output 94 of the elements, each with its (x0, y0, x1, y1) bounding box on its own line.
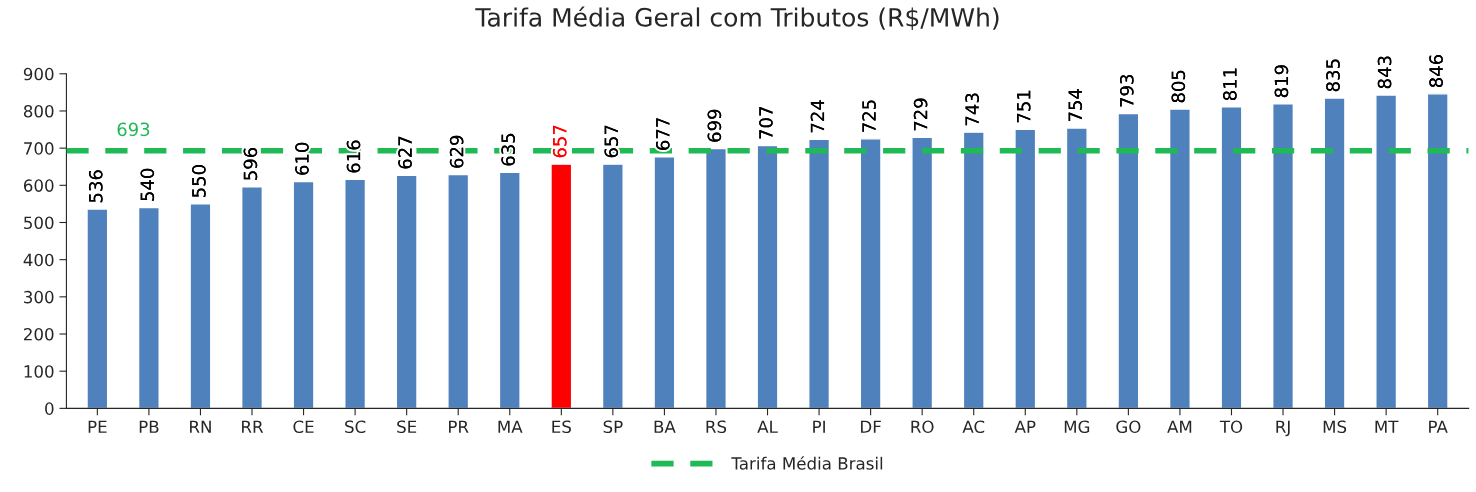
y-tick-label: 300 (24, 290, 54, 304)
bar (189, 203, 212, 409)
bar (498, 171, 521, 409)
data-label: 729 (913, 98, 928, 131)
bar (550, 163, 573, 409)
x-tick-label: PE (88, 420, 107, 433)
annotation: 693 (117, 122, 150, 137)
x-tick-label: RO (911, 420, 934, 434)
data-label: 540 (140, 168, 155, 201)
bar (911, 136, 934, 409)
x-tick-label: PR (449, 420, 469, 433)
y-tick-label: 400 (23, 253, 54, 267)
bar (395, 174, 418, 409)
bar (1323, 97, 1346, 409)
bar (241, 186, 264, 409)
x-tick-label: GO (1116, 420, 1141, 434)
x-tick-label: AP (1014, 420, 1036, 433)
x-tick-label: MS (1323, 420, 1347, 434)
y-tick-label: 500 (24, 216, 54, 230)
y-tick-label: 800 (23, 104, 54, 118)
x-tick-label: MT (1375, 420, 1399, 433)
x-tick-label: CE (293, 420, 314, 434)
bar (756, 144, 779, 409)
x-tick-label: RS (706, 420, 727, 434)
data-label: 819 (1274, 65, 1289, 98)
y-tick-label: 100 (24, 365, 54, 378)
data-label: 596 (243, 147, 258, 180)
bar (859, 138, 882, 409)
data-label: 629 (449, 135, 464, 168)
bar (704, 147, 727, 409)
data-label: 616 (346, 140, 361, 173)
x-tick-label: TO (1219, 420, 1243, 434)
bar (447, 173, 470, 409)
y-tick-label: 200 (24, 327, 54, 341)
x-tick-label: AC (962, 420, 985, 434)
data-label: 707 (759, 107, 773, 139)
data-label: 699 (707, 109, 722, 142)
bar (808, 138, 831, 409)
y-tick-label: 900 (23, 67, 54, 81)
bar (86, 208, 109, 409)
x-tick-label: MG (1064, 420, 1090, 434)
data-label: 805 (1171, 70, 1186, 103)
x-tick-label: PB (139, 420, 159, 433)
data-label: 754 (1068, 89, 1083, 122)
legend-label: Tarifa Média Brasil (731, 456, 883, 470)
y-tick-label: 700 (24, 142, 54, 155)
bar (1272, 103, 1295, 409)
data-label: 610 (295, 142, 309, 175)
x-tick-label: RJ (1276, 420, 1290, 437)
x-tick-label: PI (813, 420, 825, 433)
bar (1014, 128, 1037, 409)
bar (962, 131, 985, 409)
data-label: 743 (965, 93, 979, 126)
bar (344, 178, 367, 409)
bar (1117, 112, 1140, 409)
bar (1168, 108, 1191, 409)
bar (1220, 106, 1243, 409)
data-label: 677 (656, 118, 670, 150)
y-tick-label: 0 (45, 402, 54, 415)
x-tick-label: ES (552, 420, 571, 434)
x-tick-label: AM (1167, 420, 1192, 433)
data-label: 724 (810, 100, 825, 133)
data-label: 550 (192, 165, 206, 197)
data-label: 635 (501, 133, 515, 166)
x-tick-label: BA (654, 420, 676, 433)
y-tick-label: 600 (23, 179, 54, 192)
x-tick-label: AL (757, 420, 778, 433)
data-label: 536 (88, 170, 103, 203)
data-label: 835 (1326, 59, 1340, 92)
x-tick-label: SP (603, 420, 623, 434)
x-tick-label: SC (345, 420, 366, 434)
data-label: 793 (1119, 75, 1134, 107)
x-tick-label: MA (498, 420, 523, 433)
bar (292, 180, 315, 409)
bar (653, 156, 676, 409)
x-tick-label: PA (1429, 420, 1448, 433)
x-tick-label: RN (190, 420, 211, 433)
chart-title: Tarifa Média Geral com Tributos (R$/MWh) (475, 6, 999, 31)
bar (601, 163, 624, 409)
bar (1426, 93, 1449, 409)
bar (137, 206, 160, 409)
x-tick-label: RR (242, 420, 264, 433)
bar (1375, 94, 1398, 409)
data-label: 846 (1429, 54, 1443, 88)
data-label: 751 (1017, 90, 1031, 123)
data-label: 657 (604, 125, 619, 158)
data-label: 627 (398, 136, 412, 169)
data-label: 725 (862, 100, 876, 132)
data-label: 843 (1377, 56, 1392, 89)
data-label: 657 (552, 125, 567, 158)
x-tick-label: SE (397, 420, 417, 434)
bar (1065, 127, 1088, 409)
x-tick-label: DF (861, 420, 881, 433)
data-label: 811 (1223, 68, 1237, 101)
